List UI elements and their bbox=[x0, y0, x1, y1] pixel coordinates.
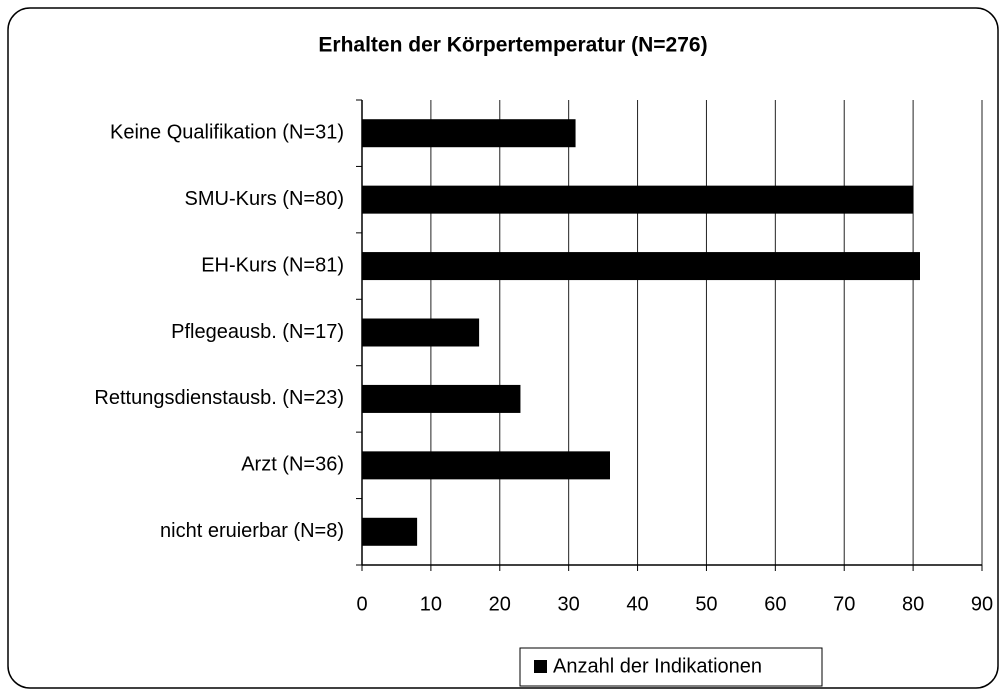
x-tick-label: 20 bbox=[489, 593, 511, 615]
x-tick-label: 70 bbox=[833, 593, 855, 615]
legend-box bbox=[519, 647, 823, 687]
y-tick-label: EH-Kurs (N=81) bbox=[201, 254, 344, 276]
x-tick-label: 50 bbox=[695, 593, 717, 615]
y-tick-label: Pflegeausb. (N=17) bbox=[171, 321, 344, 343]
x-tick-label: 40 bbox=[626, 593, 648, 615]
y-tick-label: SMU-Kurs (N=80) bbox=[185, 188, 344, 210]
bar bbox=[362, 318, 480, 347]
bar bbox=[362, 384, 521, 413]
bar bbox=[362, 252, 920, 281]
x-tick-label: 60 bbox=[764, 593, 786, 615]
bar bbox=[362, 451, 610, 480]
y-tick-label: nicht eruierbar (N=8) bbox=[160, 520, 344, 542]
x-tick-label: 90 bbox=[971, 593, 993, 615]
y-tick-label: Arzt (N=36) bbox=[241, 454, 344, 476]
y-tick-label: Rettungsdienstausb. (N=23) bbox=[94, 387, 344, 409]
bar bbox=[362, 119, 576, 148]
bar bbox=[362, 517, 418, 546]
x-tick-label: 10 bbox=[420, 593, 442, 615]
bar bbox=[362, 185, 914, 214]
x-tick-label: 0 bbox=[356, 593, 367, 615]
legend-marker bbox=[534, 660, 547, 673]
y-tick-label: Keine Qualifikation (N=31) bbox=[110, 121, 344, 143]
legend-label: Anzahl der Indikationen bbox=[553, 655, 762, 677]
x-tick-label: 30 bbox=[558, 593, 580, 615]
chart-title: Erhalten der Körpertemperatur (N=276) bbox=[318, 34, 707, 57]
x-tick-label: 80 bbox=[902, 593, 924, 615]
chart-frame bbox=[7, 7, 999, 689]
